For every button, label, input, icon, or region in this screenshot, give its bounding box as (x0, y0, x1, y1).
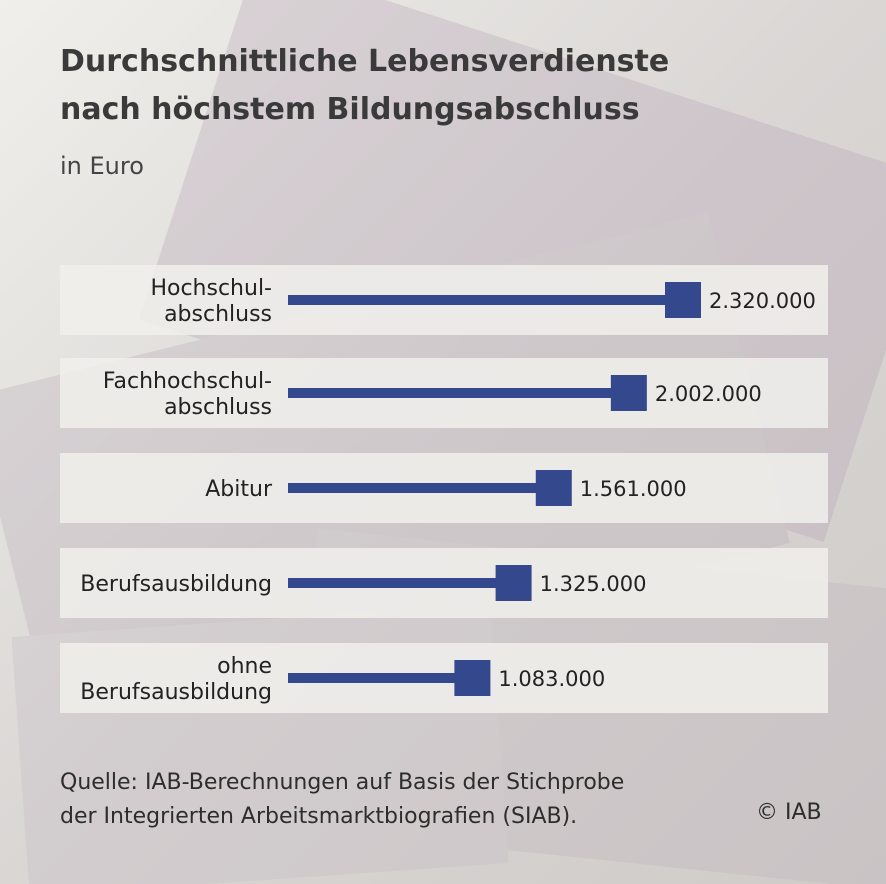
chart-title: Durchschnittliche Lebensverdienste nach … (60, 44, 670, 127)
copyright-label: © IAB (756, 800, 822, 825)
category-label: Berufsausbildung (80, 572, 272, 597)
value-label: 2.002.000 (655, 382, 762, 406)
value-label: 2.320.000 (709, 289, 816, 313)
category-label: Hochschul-abschluss (150, 276, 272, 327)
bar-end-marker (495, 565, 532, 601)
value-label: 1.325.000 (540, 572, 647, 596)
category-label: Abitur (205, 477, 273, 502)
category-label: ohne Berufsausbildung (80, 654, 272, 705)
bar-end-marker (535, 470, 572, 506)
bar-end-marker (454, 660, 491, 696)
bar (288, 578, 514, 588)
bar-end-marker (610, 375, 647, 411)
value-label: 1.561.000 (580, 477, 687, 501)
bar (288, 295, 683, 305)
value-label: 1.083.000 (498, 667, 605, 691)
category-label: Fachhochschul-abschluss (103, 369, 272, 420)
source-note: Quelle: IAB-Berechnungen auf Basis der S… (60, 770, 625, 829)
bar (288, 483, 554, 493)
chart-subtitle: in Euro (60, 152, 144, 180)
bar (288, 673, 473, 683)
bar-end-marker (665, 282, 701, 318)
bar (288, 388, 629, 398)
